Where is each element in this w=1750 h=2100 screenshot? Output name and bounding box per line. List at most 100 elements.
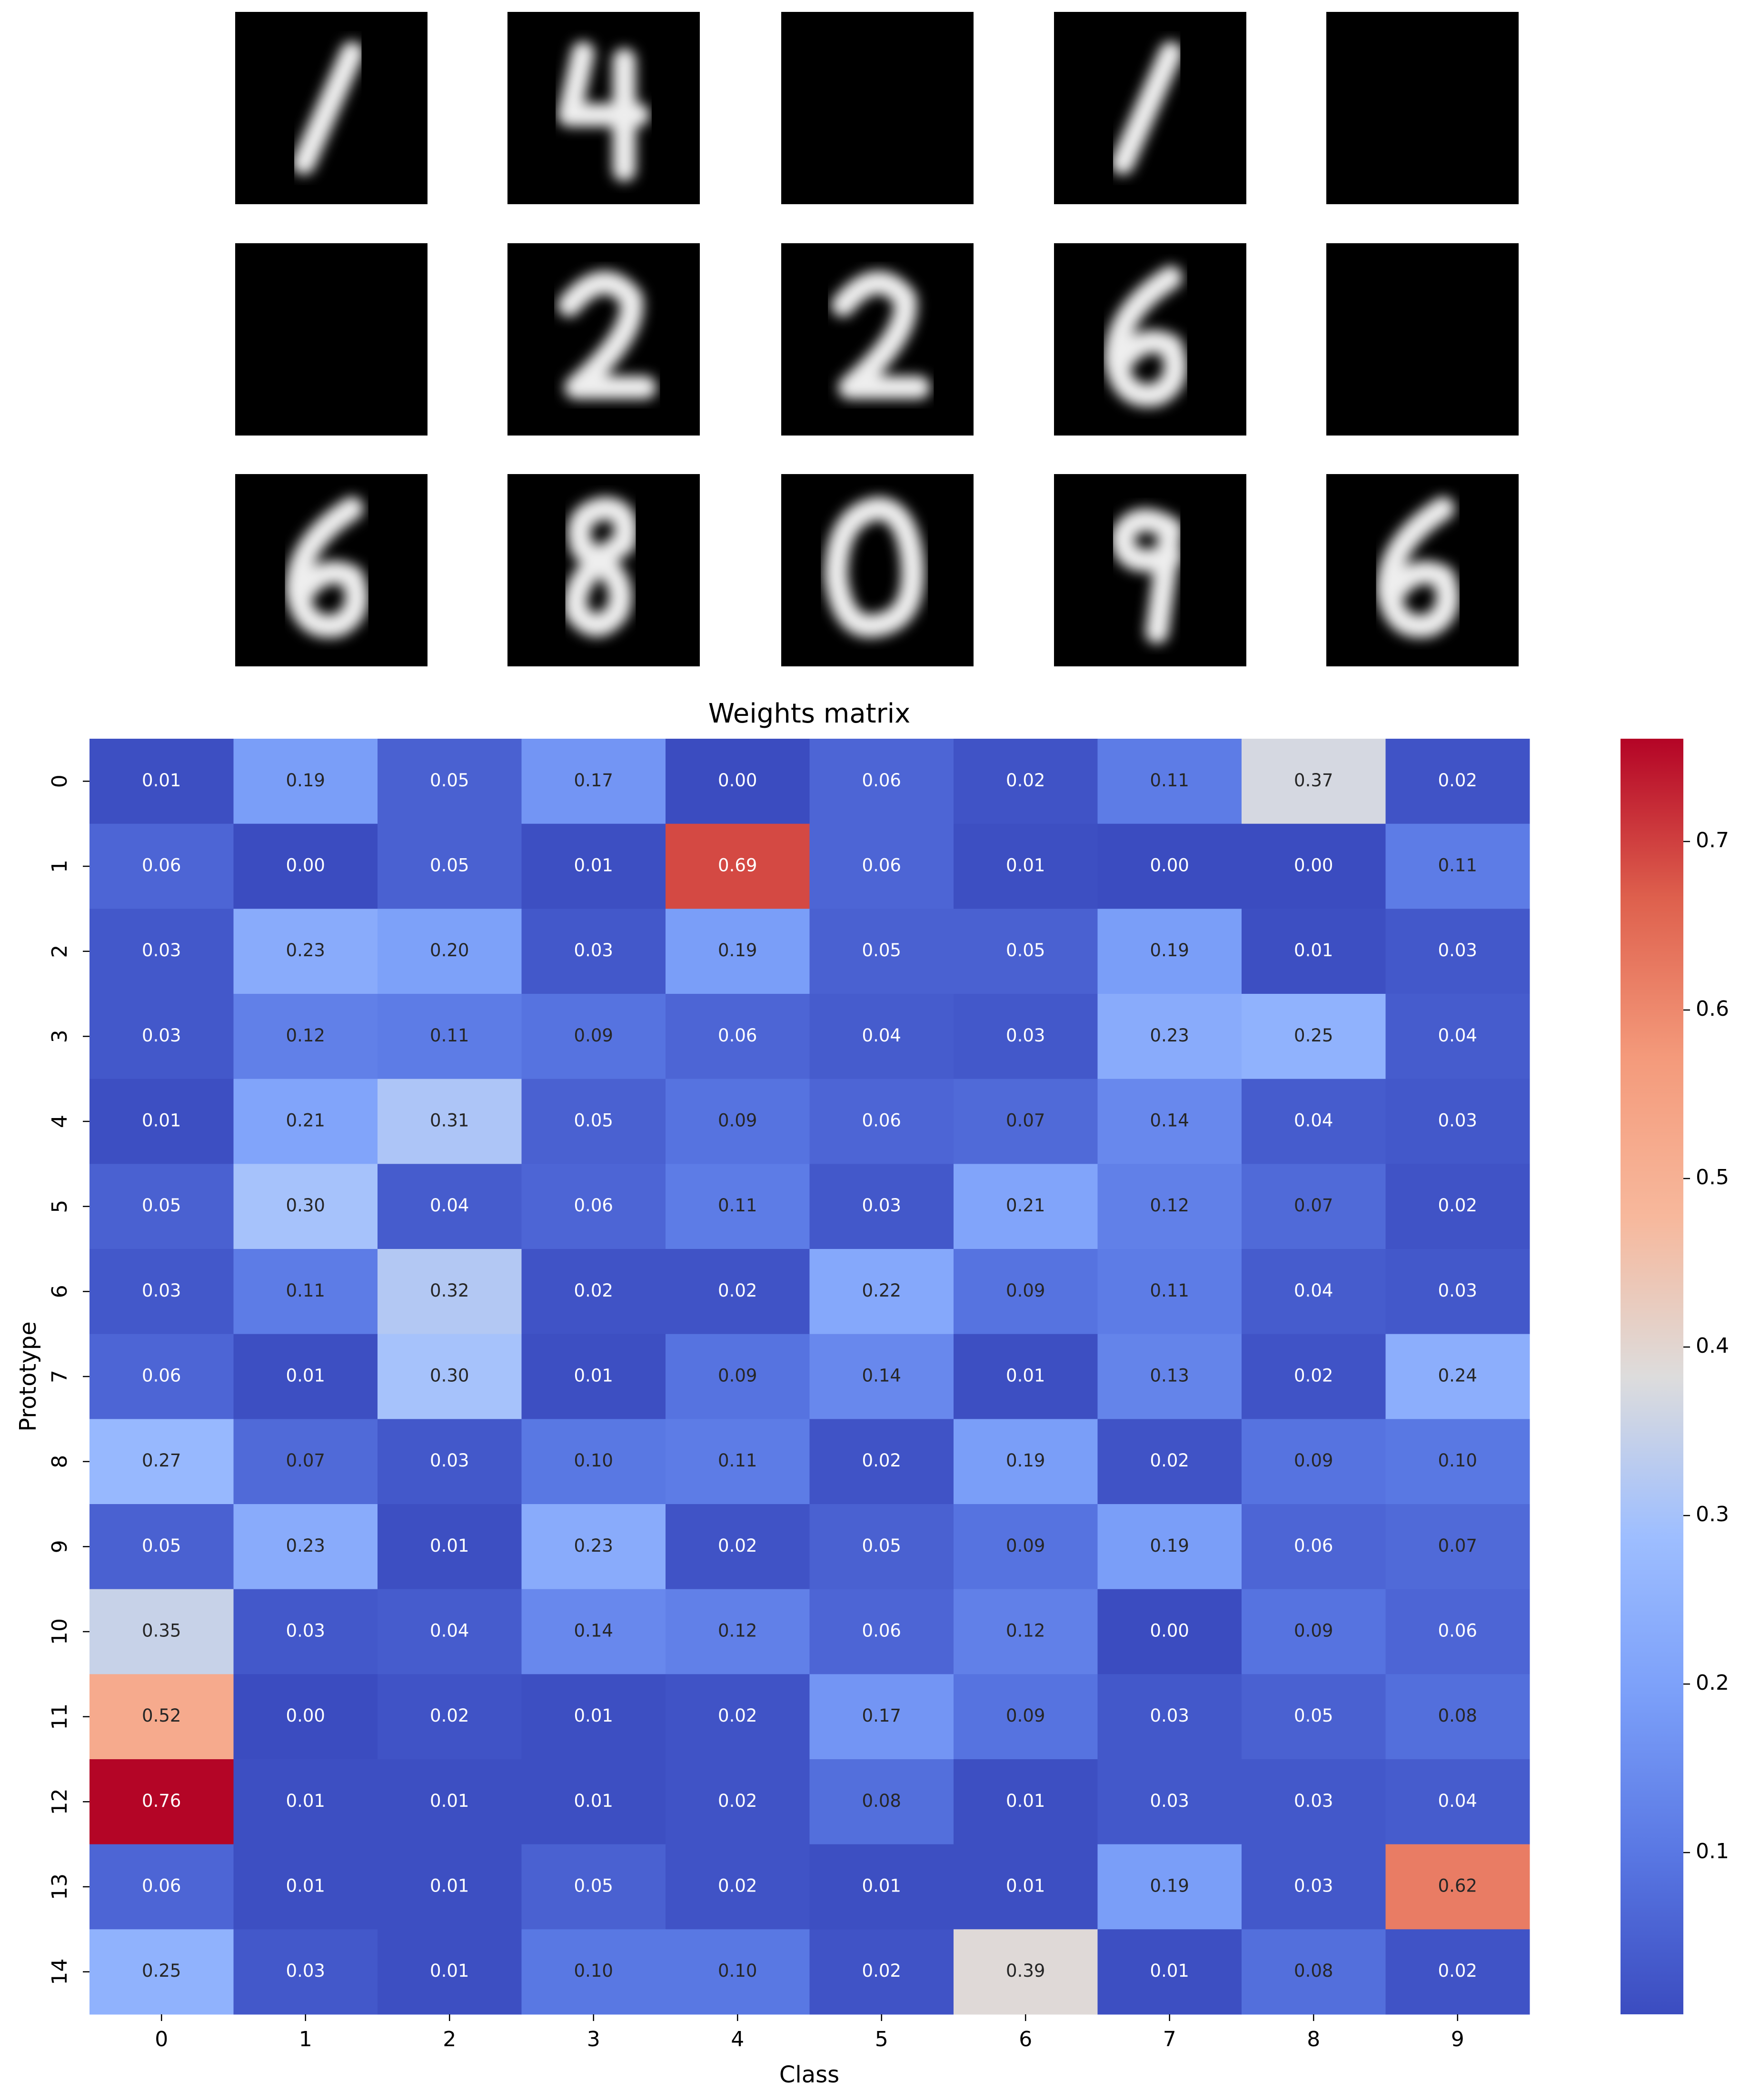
heatmap-cell <box>954 1589 1098 1674</box>
cell-label: 0.01 <box>430 1876 469 1896</box>
x-tick-label: 3 <box>587 2027 600 2051</box>
cell-label: 0.14 <box>1150 1110 1189 1131</box>
cell-label: 0.24 <box>1438 1366 1477 1386</box>
cell-label: 0.02 <box>718 1535 757 1556</box>
cell-label: 0.02 <box>1006 770 1045 791</box>
heatmap-cell <box>1242 1759 1386 1845</box>
heatmap-cell <box>521 1674 666 1760</box>
heatmap-cell <box>1242 1844 1386 1930</box>
heatmap-cell <box>1097 1674 1242 1760</box>
cell-label: 0.11 <box>1150 770 1189 791</box>
cell-label: 0.02 <box>574 1280 613 1301</box>
prototype-image <box>781 474 974 666</box>
heatmap-cell <box>954 1334 1098 1419</box>
digit-stroke <box>1104 266 1187 407</box>
heatmap-cell <box>1242 909 1386 994</box>
cell-label: 0.01 <box>142 1110 181 1131</box>
heatmap-cell <box>809 1589 954 1674</box>
heatmap-cell <box>1385 1759 1530 1845</box>
cell-label: 0.05 <box>142 1535 181 1556</box>
heatmap-cell <box>954 994 1098 1080</box>
heatmap-cell <box>89 1589 234 1674</box>
cell-label: 0.03 <box>1150 1791 1189 1811</box>
cell-label: 0.11 <box>1438 855 1477 876</box>
colorbar-tick-label: 0.2 <box>1696 1671 1729 1695</box>
x-tick-label: 4 <box>731 2027 744 2051</box>
heatmap-cell <box>378 1674 522 1760</box>
cell-label: 0.03 <box>430 1450 469 1471</box>
heatmap-cell <box>1385 1674 1530 1760</box>
heatmap-cell <box>1385 1079 1530 1164</box>
cell-label: 0.09 <box>1006 1280 1045 1301</box>
cell-label: 0.00 <box>1294 855 1333 876</box>
heatmap-cell <box>666 823 810 909</box>
prototype-image <box>1326 12 1519 204</box>
cell-label: 0.06 <box>1294 1535 1333 1556</box>
y-tick-label: 1 <box>48 860 72 873</box>
heatmap-cell <box>666 739 810 824</box>
cell-label: 0.09 <box>1294 1621 1333 1641</box>
y-tick-label: 9 <box>48 1540 72 1553</box>
heatmap-cell <box>233 1504 378 1590</box>
cell-label: 0.13 <box>1150 1366 1189 1386</box>
heatmap-cell <box>1097 1079 1242 1164</box>
x-tick-label: 1 <box>299 2027 312 2051</box>
y-tick-label: 7 <box>48 1370 72 1383</box>
cell-label: 0.35 <box>142 1621 181 1641</box>
cell-label: 0.10 <box>1438 1450 1477 1471</box>
heatmap-cell <box>666 1844 810 1930</box>
chart-title: Weights matrix <box>708 698 911 729</box>
heatmap-cell <box>521 1164 666 1249</box>
y-tick-label: 6 <box>48 1285 72 1298</box>
digit-stroke <box>831 271 931 399</box>
heatmap-cell <box>521 1249 666 1335</box>
cell-label: 0.06 <box>1438 1621 1477 1641</box>
x-tick-label: 5 <box>875 2027 888 2051</box>
heatmap-cell <box>233 1759 378 1845</box>
heatmap-cell <box>1242 1164 1386 1249</box>
heatmap-cell <box>1385 1164 1530 1249</box>
cell-label: 0.11 <box>718 1195 757 1216</box>
cell-label: 0.21 <box>286 1110 325 1131</box>
heatmap-cell <box>1097 1589 1242 1674</box>
digit-stroke <box>292 41 364 175</box>
cell-label: 0.05 <box>1006 940 1045 961</box>
cell-label: 0.09 <box>1006 1705 1045 1726</box>
digit-stroke <box>564 496 637 637</box>
prototype-image <box>1326 243 1519 436</box>
cell-label: 0.06 <box>574 1195 613 1216</box>
y-tick-label: 0 <box>48 774 72 788</box>
heatmap-cell <box>233 1249 378 1335</box>
cell-label: 0.01 <box>430 1961 469 1981</box>
digit-stroke <box>1111 41 1183 175</box>
cell-label: 0.11 <box>286 1280 325 1301</box>
heatmap-cell <box>809 1419 954 1505</box>
cell-label: 0.01 <box>862 1876 901 1896</box>
cell-label: 0.04 <box>1294 1280 1333 1301</box>
y-tick-label: 8 <box>48 1455 72 1468</box>
heatmap-cell <box>89 994 234 1080</box>
heatmap-cell <box>378 1249 522 1335</box>
heatmap-cell <box>666 1164 810 1249</box>
heatmap-cell <box>378 1929 522 2015</box>
heatmap-cell <box>521 1929 666 2015</box>
colorbar-tick-label: 0.7 <box>1696 828 1729 852</box>
heatmap-cell <box>809 909 954 994</box>
cell-label: 0.03 <box>1006 1025 1045 1046</box>
heatmap-cell <box>521 994 666 1080</box>
cell-label: 0.01 <box>1006 855 1045 876</box>
cell-label: 0.23 <box>286 940 325 961</box>
heatmap-cell <box>233 909 378 994</box>
cell-label: 0.10 <box>574 1961 613 1981</box>
heatmap-cell <box>1097 1334 1242 1419</box>
cell-label: 0.01 <box>430 1535 469 1556</box>
heatmap-cell <box>666 1929 810 2015</box>
cell-label: 0.01 <box>1006 1876 1045 1896</box>
heatmap-cell <box>378 1334 522 1419</box>
heatmap-cell <box>378 823 522 909</box>
cell-label: 0.02 <box>718 1280 757 1301</box>
cell-label: 0.01 <box>286 1791 325 1811</box>
digit-stroke <box>285 496 368 638</box>
heatmap-cell <box>666 1504 810 1590</box>
